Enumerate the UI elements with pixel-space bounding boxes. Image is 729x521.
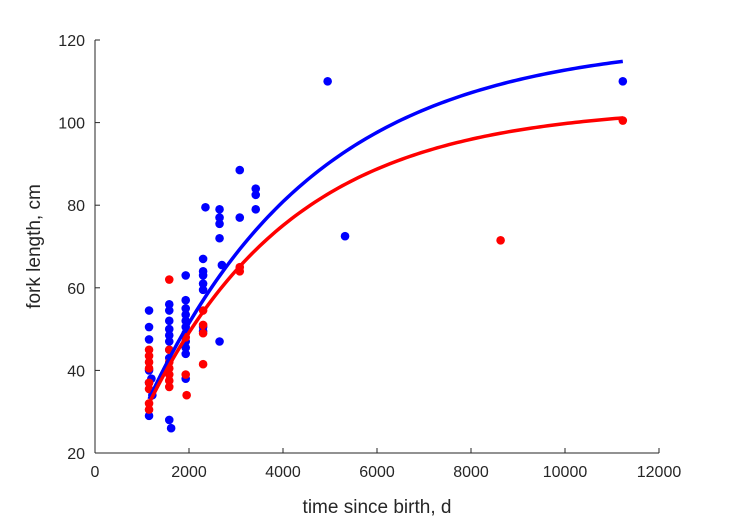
y-axis-ticks: 20 40 60 80 100 120	[58, 33, 100, 463]
data-point	[215, 337, 224, 346]
y-tick-label: 100	[58, 116, 85, 133]
x-tick-label: 10000	[543, 464, 588, 481]
data-point	[164, 275, 174, 284]
chart-marks	[144, 59, 628, 433]
data-point	[144, 357, 154, 367]
x-tick-label: 6000	[359, 464, 395, 481]
y-tick-label: 20	[67, 446, 85, 463]
x-tick-label: 12000	[637, 464, 682, 481]
data-point	[201, 202, 210, 212]
data-point	[164, 306, 174, 315]
x-tick-label: 4000	[265, 464, 301, 481]
data-point	[164, 300, 174, 309]
data-point	[164, 376, 174, 386]
data-point	[144, 345, 154, 355]
data-point	[144, 351, 154, 361]
data-point	[235, 213, 245, 222]
data-point	[181, 349, 191, 359]
data-point	[198, 320, 208, 330]
data-point	[144, 378, 154, 388]
data-point	[215, 213, 224, 222]
data-point	[198, 328, 208, 338]
data-point	[144, 364, 154, 373]
fitted-curve	[147, 59, 624, 400]
data-point	[164, 316, 174, 326]
data-point	[215, 233, 224, 243]
data-point	[198, 285, 208, 295]
x-tick-label: 2000	[171, 464, 207, 481]
data-point	[215, 219, 224, 229]
data-point	[164, 382, 174, 392]
x-axis-label: time since birth, d	[303, 497, 452, 518]
x-axis-ticks: 0 2000 4000 6000 8000 10000 12000	[91, 448, 682, 481]
fitted-curve	[147, 116, 623, 405]
y-tick-label: 60	[67, 281, 85, 298]
data-point	[181, 295, 191, 305]
y-tick-label: 40	[67, 363, 85, 380]
y-axis-label: fork length, cm	[24, 184, 45, 309]
data-point	[144, 335, 154, 344]
data-point	[166, 423, 176, 433]
data-point	[215, 205, 224, 214]
data-point	[144, 411, 154, 421]
data-point	[323, 77, 332, 86]
data-point	[251, 205, 261, 214]
data-point	[340, 231, 350, 241]
data-point	[181, 271, 191, 280]
data-point	[198, 254, 208, 264]
data-point	[198, 359, 208, 369]
x-tick-label: 8000	[453, 464, 489, 481]
data-point	[198, 279, 208, 288]
data-point	[181, 310, 191, 319]
data-point	[182, 390, 191, 400]
data-point	[235, 165, 245, 175]
data-point	[144, 405, 154, 414]
data-point	[181, 370, 191, 379]
data-point	[144, 322, 154, 332]
data-point	[496, 236, 505, 245]
data-point	[618, 77, 628, 86]
data-point	[181, 343, 191, 352]
data-point	[164, 330, 174, 340]
data-point	[164, 337, 174, 346]
x-tick-label: 0	[91, 464, 100, 481]
y-tick-label: 120	[58, 33, 85, 50]
data-point	[181, 304, 191, 313]
data-point	[251, 184, 261, 193]
data-point	[164, 324, 174, 334]
data-point	[198, 271, 208, 280]
data-point	[144, 306, 154, 315]
data-point	[251, 190, 261, 200]
chart-axes: 0 2000 4000 6000 8000 10000 12000 20 40 60 80 100 1…	[58, 33, 681, 481]
y-tick-label: 80	[67, 198, 85, 215]
data-point	[164, 415, 174, 425]
